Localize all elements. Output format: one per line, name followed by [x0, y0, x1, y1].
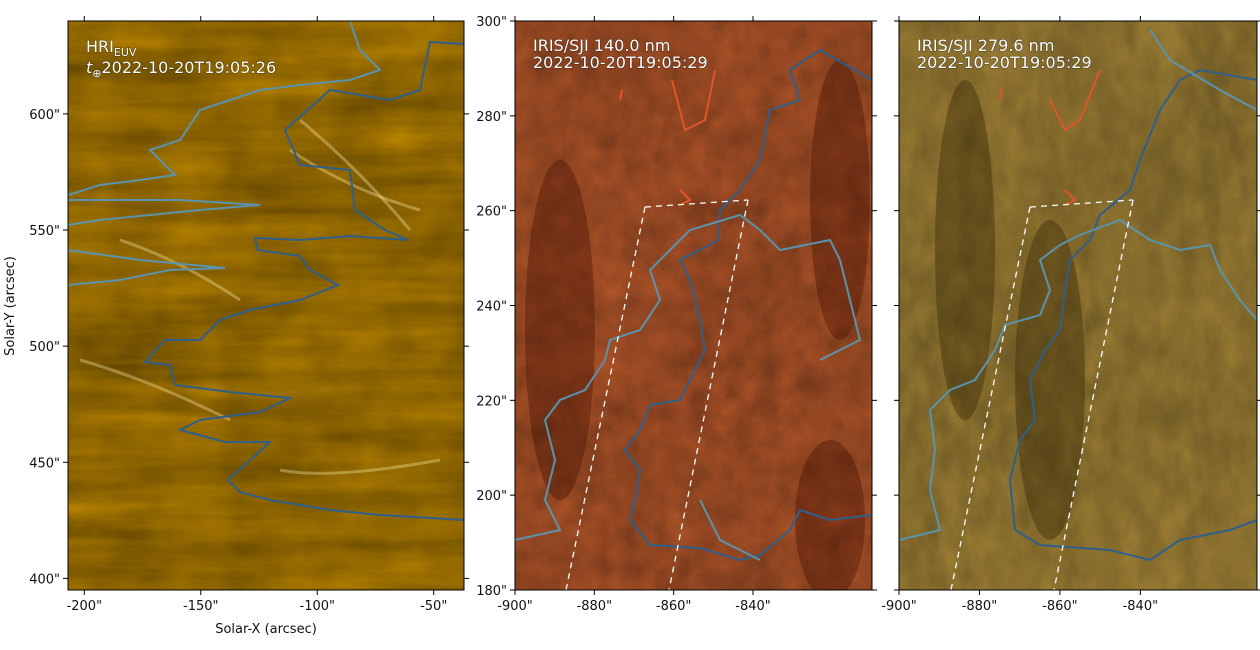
- y-tick-label: 220": [476, 394, 507, 409]
- x-tick-label: -200": [67, 599, 102, 614]
- y-tick-label: 180": [476, 584, 507, 599]
- y-tick-label: 240": [476, 300, 507, 315]
- contour-dark: [142, 40, 464, 521]
- hri-instrument: HRI: [86, 37, 114, 56]
- contours: [68, 21, 464, 521]
- x-tick-label: -860": [656, 599, 691, 614]
- y-tick-label: 500": [29, 340, 60, 355]
- contour-orange: [619, 69, 716, 206]
- contour-light: [515, 213, 862, 561]
- slit-lines: [565, 199, 749, 590]
- iris2-title: IRIS/SJI 279.6 nm: [917, 36, 1054, 55]
- panel-iris-1400: IRIS/SJI 140.0 nm 2022-10-20T19:05:29 -9…: [476, 15, 877, 614]
- contour-light: [899, 29, 1257, 541]
- x-tick-label: -880": [577, 599, 612, 614]
- dark-lanes: [935, 80, 1085, 540]
- x-tick-label: -880": [962, 599, 997, 614]
- x-tick-label: -840": [1123, 599, 1158, 614]
- image-texture: [899, 21, 1257, 590]
- dark-lanes: [525, 60, 870, 590]
- contours: [515, 48, 872, 562]
- y-tick-label: 260": [476, 205, 507, 220]
- x-tick-label: -50": [420, 599, 447, 614]
- contour-blue: [623, 48, 872, 562]
- x-tick-label: -150": [183, 599, 218, 614]
- hri-label: HRIEUV t⊕2022-10-20T19:05:26: [85, 36, 276, 80]
- iris2-timestamp: 2022-10-20T19:05:29: [917, 53, 1092, 72]
- contour-light: [68, 21, 382, 286]
- panel-iris-2796: IRIS/SJI 279.6 nm 2022-10-20T19:05:29 -9…: [881, 16, 1260, 614]
- hri-timestamp: 2022-10-20T19:05:26: [102, 58, 277, 77]
- y-tick-label: 400": [29, 572, 60, 587]
- x-tick-label: -860": [1042, 599, 1077, 614]
- axes-iris-2796: -900" -880" -860" -840": [881, 16, 1260, 614]
- iris1-title: IRIS/SJI 140.0 nm: [533, 36, 670, 55]
- axes-hri: -200" -150" -100" -50" 400" 450" 500" 550" 600": [29, 16, 469, 614]
- x-tick-label: -900": [881, 599, 916, 614]
- contour-orange: [999, 69, 1101, 206]
- iris1-timestamp: 2022-10-20T19:05:29: [533, 53, 708, 72]
- y-axis-title: Solar-Y (arcsec): [3, 256, 18, 356]
- y-tick-label: 600": [29, 108, 60, 123]
- panel-frame: [67, 20, 465, 591]
- hri-time-sub: ⊕: [92, 67, 101, 80]
- image-texture: [68, 21, 464, 590]
- x-axis-title: Solar-X (arcsec): [215, 622, 317, 637]
- x-tick-label: -100": [300, 599, 335, 614]
- image-texture: [515, 21, 872, 590]
- x-tick-label: -900": [497, 599, 532, 614]
- axes-iris-1400: -900" -880" -860" -840" 180" 200" 220" 240" 260"…: [476, 15, 877, 614]
- hri-instrument-sub: EUV: [114, 46, 137, 59]
- x-tick-label: -840": [735, 599, 770, 614]
- contour-blue: [1008, 68, 1257, 562]
- y-tick-label: 200": [476, 489, 507, 504]
- hri-time-symbol: t: [86, 58, 93, 77]
- panel-hri-euv: HRIEUV t⊕2022-10-20T19:05:26 Solar-X (ar…: [3, 16, 469, 637]
- contours: [899, 29, 1257, 562]
- svg-text:t⊕2022-10-20T19:05:26: t⊕2022-10-20T19:05:26: [86, 58, 276, 80]
- y-tick-label: 300": [476, 15, 507, 30]
- y-tick-label: 280": [476, 110, 507, 125]
- svg-text:HRIEUV: HRIEUV: [86, 37, 137, 59]
- slit-lines: [950, 199, 1134, 590]
- y-tick-label: 550": [29, 224, 60, 239]
- y-tick-label: 450": [29, 456, 60, 471]
